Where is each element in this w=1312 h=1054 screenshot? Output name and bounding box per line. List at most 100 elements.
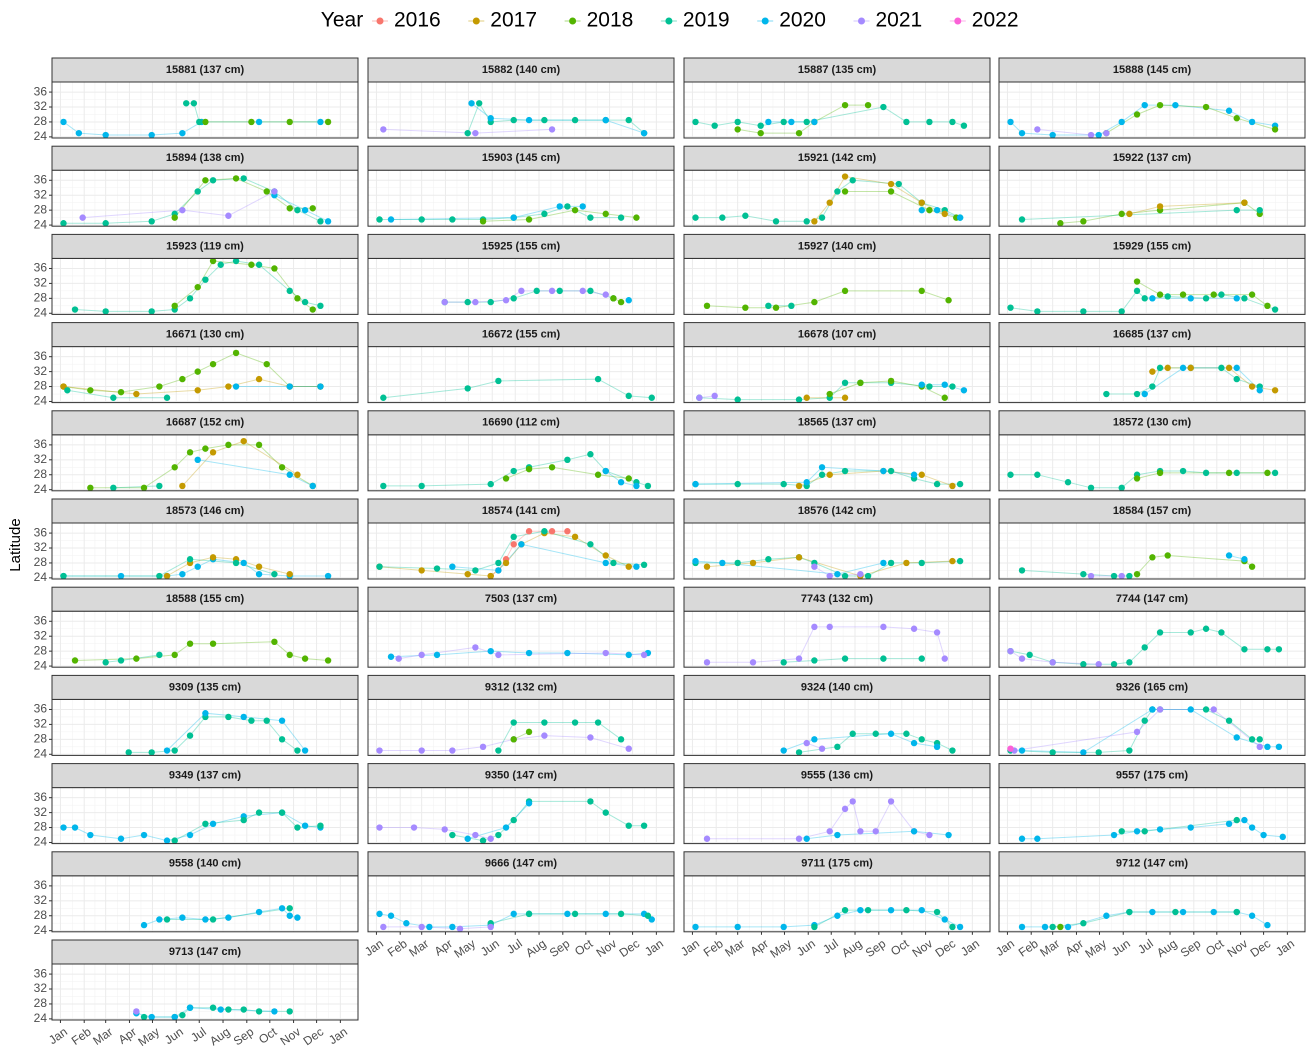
y-tick-label: 32 [34, 893, 48, 907]
data-point [625, 745, 632, 752]
series-line [383, 378, 652, 399]
data-point [834, 188, 841, 195]
panel-background [999, 611, 1305, 668]
data-point [294, 206, 301, 214]
data-point [510, 816, 517, 824]
data-point [926, 206, 933, 214]
panel: 15903 (145 cm) [367, 145, 675, 227]
series-line [63, 177, 321, 224]
data-point [194, 563, 201, 570]
panel: 15922 (137 cm) [998, 145, 1306, 227]
data-point [255, 375, 263, 383]
data-point [495, 559, 502, 567]
data-point [1018, 835, 1026, 842]
panel-background [368, 787, 674, 844]
panel: 9312 (132 cm) [367, 674, 675, 756]
data-point [317, 302, 324, 310]
legend-key [954, 17, 962, 25]
y-tick-label: 24 [34, 746, 48, 760]
data-point [1187, 629, 1194, 636]
data-point [271, 570, 278, 578]
data-point [949, 923, 956, 931]
series-line [695, 470, 961, 487]
data-point [255, 441, 263, 449]
data-point [849, 177, 856, 184]
data-point [186, 295, 194, 302]
series-line [383, 453, 649, 487]
y-tick-label: 32 [34, 717, 48, 731]
data-point [1264, 921, 1271, 929]
data-point [795, 749, 803, 756]
data-point [734, 118, 741, 126]
data-point [479, 837, 487, 844]
data-point [803, 739, 810, 747]
data-point [190, 100, 198, 107]
data-point [1018, 129, 1026, 137]
data-point [742, 304, 749, 311]
x-tick-label: Jun [1109, 936, 1133, 959]
x-tick-label: May [451, 936, 478, 960]
data-point [148, 749, 155, 756]
data-point [217, 1006, 224, 1013]
data-point [376, 910, 383, 918]
x-tick-label: Mar [1037, 936, 1062, 959]
legend-key [376, 17, 384, 25]
panel: 9350 (147 cm) [367, 763, 675, 845]
data-point [248, 118, 255, 126]
data-point [625, 651, 632, 659]
strip-title: 15903 (145 cm) [482, 152, 561, 164]
y-tick-label: 36 [34, 437, 48, 451]
panel: 15882 (140 cm) [367, 57, 675, 139]
data-point [556, 203, 563, 210]
strip-title: 9711 (175 cm) [801, 858, 873, 870]
data-point [1241, 816, 1248, 824]
strip-title: 9713 (147 cm) [169, 946, 241, 958]
data-point [941, 655, 948, 662]
data-point [1156, 826, 1164, 833]
data-point [294, 824, 301, 831]
data-point [594, 719, 602, 726]
data-point [301, 655, 309, 662]
data-point [255, 1008, 263, 1015]
data-point [918, 199, 925, 206]
strip-title: 7744 (147 cm) [1116, 593, 1188, 605]
data-point [525, 465, 533, 473]
panel: 16672 (155 cm) [367, 322, 675, 404]
y-tick-label: 36 [34, 702, 48, 716]
data-point [456, 925, 464, 933]
data-point [1057, 220, 1064, 227]
panel-background [52, 434, 358, 491]
data-point [1202, 103, 1210, 111]
panel-background [684, 434, 990, 491]
data-point [587, 734, 594, 741]
data-point [692, 480, 699, 488]
data-point [1233, 364, 1240, 372]
data-point [1149, 383, 1156, 390]
legend-key [665, 17, 673, 25]
data-point [449, 923, 456, 931]
data-point [1126, 747, 1133, 754]
data-point [309, 306, 316, 313]
strip-title: 16685 (137 cm) [1113, 329, 1192, 341]
y-tick-label: 32 [34, 805, 48, 819]
data-point [780, 480, 787, 488]
data-point [633, 482, 640, 490]
data-point [71, 306, 79, 313]
data-point [910, 828, 918, 835]
data-point [225, 1006, 232, 1013]
strip [683, 674, 991, 700]
data-point [263, 717, 270, 724]
data-point [918, 381, 925, 388]
data-point [910, 739, 918, 747]
data-point [209, 177, 217, 184]
y-tick-label: 32 [34, 364, 48, 378]
data-point [640, 129, 648, 137]
data-point [232, 383, 240, 390]
data-point [564, 456, 571, 464]
data-point [263, 360, 270, 368]
data-point [472, 567, 479, 574]
data-point [525, 216, 533, 223]
data-point [594, 471, 602, 478]
